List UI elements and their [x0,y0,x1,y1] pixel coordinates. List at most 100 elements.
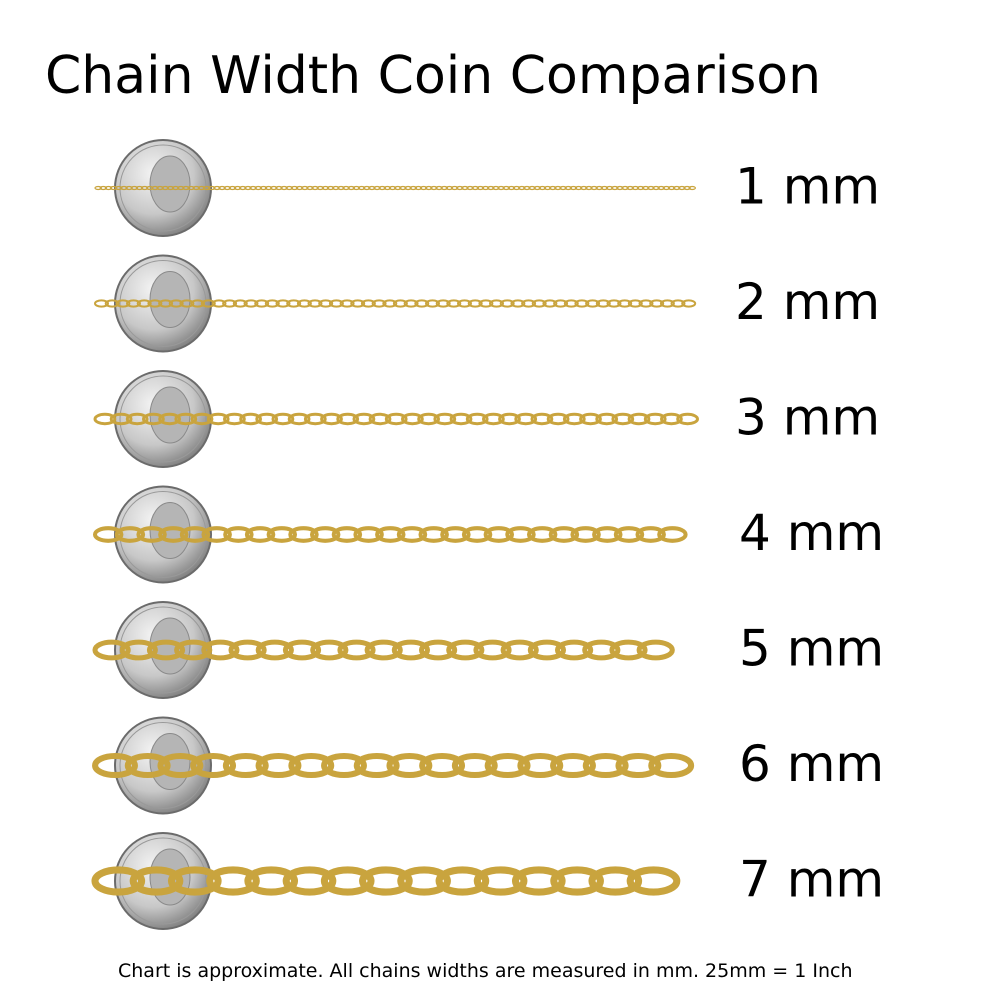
chain-link [125,412,149,426]
chain-link [92,752,138,779]
chain-link [467,299,483,308]
chain-link [187,185,195,191]
coin-rim [119,144,207,232]
chain-link [371,299,387,308]
chain-link [563,299,579,308]
chain-link [223,185,232,191]
chain-link [92,639,131,661]
chain-link [517,752,564,779]
chain-link [255,412,279,426]
chain-link [397,866,451,896]
chain-link [222,299,238,308]
chain-link [626,185,635,191]
chain-link [280,185,288,191]
chain-link [507,185,516,191]
chain-link [641,185,650,191]
chain-row: 1 mm [94,139,880,237]
chain-link [683,185,691,191]
chain-link [615,752,662,779]
chain-link [182,185,190,191]
chain-link [124,752,171,779]
chain-link [616,185,624,191]
chain-link [418,526,449,543]
chain-link [564,185,573,191]
chain-link [517,185,526,191]
chain-link [553,299,569,308]
chain-link [303,412,327,426]
chain-link [505,526,536,543]
chain-link [264,185,273,191]
chain-link [611,412,635,426]
chain-link [114,526,146,543]
chain-link [174,639,213,661]
title: Chain Width Coin Comparison [45,46,821,106]
chain-link [605,185,614,191]
chain-link [321,185,330,191]
chain-row: 5 mm [92,601,884,699]
chain-link [326,185,335,191]
chain-link [419,752,466,779]
chain-link [550,752,596,779]
chain-link [523,185,531,191]
chain-link [643,412,667,426]
chain-link [595,185,604,191]
chain-link [321,752,367,779]
chain-link [435,866,490,896]
chain-link [233,185,242,191]
chain-link [531,299,547,308]
chain-link [296,299,312,308]
coin-rim [119,260,207,347]
chain-link [476,185,485,191]
chain-link [435,185,443,191]
chain-link [158,526,189,543]
chain-link [352,185,361,191]
chain-link [375,526,406,543]
chain-link [337,639,376,661]
width-label: 6 mm [739,735,884,793]
chain-link [585,299,601,308]
chain-link [391,639,431,661]
chain-link [174,412,198,426]
chain-link [147,299,163,308]
chain-link [481,412,505,426]
chain-link [232,299,248,308]
chain-link [649,299,665,308]
chain-link [156,185,164,191]
chain-link [91,866,146,896]
chain-link [295,185,304,191]
chain-link [465,412,489,426]
chain-link [548,185,557,191]
chain-link [342,185,350,191]
chain-link [582,752,629,779]
chain-link [489,299,504,308]
chain-link [451,752,498,779]
chain-link [386,752,433,779]
coin-rim [119,837,207,925]
chain-link [455,185,464,191]
chain-link [450,185,459,191]
chain-link [435,299,451,308]
chain-link [288,526,319,543]
chain-link [446,639,485,661]
chain-link [582,639,621,661]
chain-link [151,185,159,191]
chain-link [136,299,152,308]
chain-link [384,412,408,426]
chain-link [275,299,291,308]
chain-row: 6 mm [92,716,884,815]
chain-link [190,752,237,779]
chain-link [130,185,139,191]
chain-link [328,299,344,308]
chain-link [359,866,413,896]
chain-link [275,185,283,191]
chain-link [430,185,438,191]
chain-link [585,185,593,191]
chain-link [316,185,325,191]
chain-link [378,185,387,191]
chain-link [157,752,204,779]
chain-link [208,185,216,191]
chain-link [259,185,268,191]
chain-link [530,412,554,426]
chain-link [331,526,363,543]
